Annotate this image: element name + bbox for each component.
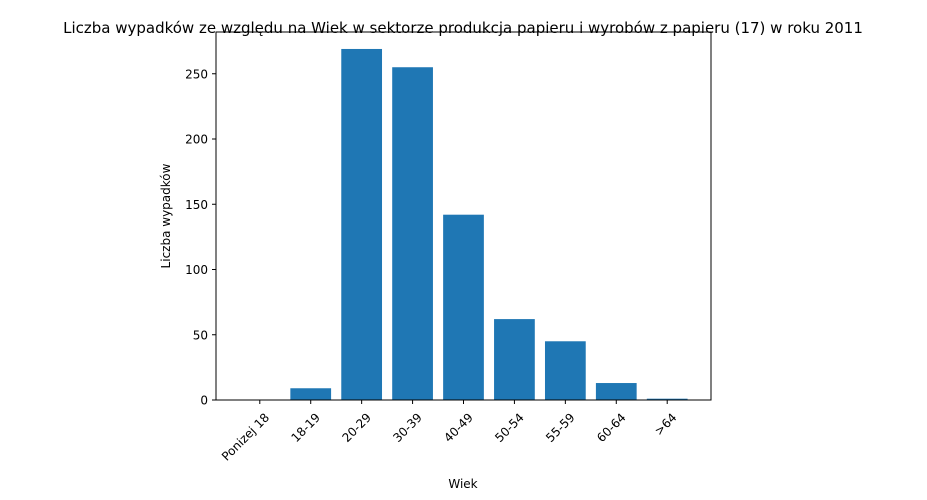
x-axis: Ponizej 18 18-19 20-29 30-39 40-49 50-54 55-59… xyxy=(219,400,680,464)
x-tick-label-4: 40-49 xyxy=(441,410,476,445)
y-tick-label-2: 100 xyxy=(185,263,208,277)
x-tick-label-3: 30-39 xyxy=(390,410,425,445)
bars-group xyxy=(290,48,688,400)
y-tick-label-4: 200 xyxy=(185,133,208,147)
x-axis-label: Wiek xyxy=(448,477,477,491)
bar-8 xyxy=(646,398,688,400)
bar-6 xyxy=(544,341,586,400)
chart-title: Liczba wypadków ze względu na Wiek w sek… xyxy=(63,19,863,37)
x-tick-label-2: 20-29 xyxy=(339,410,374,445)
plot-frame xyxy=(215,31,712,401)
y-tick-label-1: 50 xyxy=(193,328,208,342)
y-tick-label-3: 150 xyxy=(185,198,208,212)
y-tick-label-0: 0 xyxy=(200,394,208,408)
x-tick-label-1: 18-19 xyxy=(289,410,324,445)
x-tick-label-8: >64 xyxy=(652,410,680,438)
bar-4 xyxy=(443,214,484,400)
bar-3 xyxy=(392,67,433,400)
y-axis: 0 50 100 150 200 250 xyxy=(185,67,216,408)
bar-7 xyxy=(595,383,637,400)
bar-1 xyxy=(290,388,332,400)
y-tick-label-5: 250 xyxy=(185,67,208,81)
bar-2 xyxy=(341,48,383,400)
y-axis-label: Liczba wypadków xyxy=(159,163,173,268)
x-tick-label-6: 55-59 xyxy=(543,410,578,445)
x-tick-label-0: Ponizej 18 xyxy=(219,410,272,463)
bar-5 xyxy=(494,319,535,400)
x-tick-label-5: 50-54 xyxy=(492,410,527,445)
x-tick-label-7: 60-64 xyxy=(594,410,629,445)
